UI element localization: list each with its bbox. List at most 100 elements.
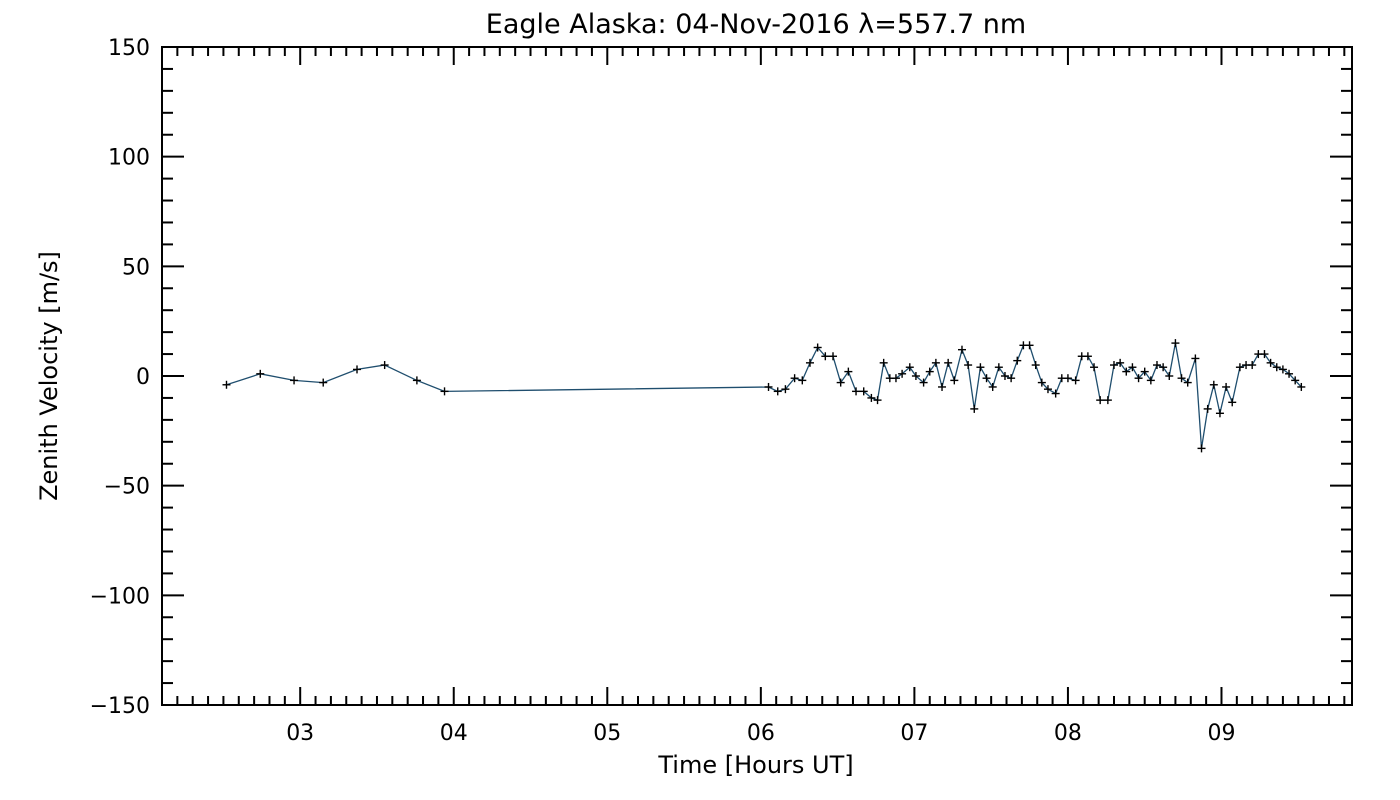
data-point (380, 361, 389, 370)
data-point (790, 374, 799, 383)
data-point (1013, 356, 1022, 365)
data-point (1260, 350, 1269, 359)
data-point (798, 376, 807, 385)
data-point (950, 376, 959, 385)
data-point (773, 387, 782, 396)
data-point (1177, 374, 1186, 383)
data-point (1134, 374, 1143, 383)
data-point (1272, 363, 1281, 372)
y-tick-label: 100 (108, 146, 150, 171)
x-tick-label: 04 (440, 721, 468, 746)
data-point (1209, 380, 1218, 389)
data-point (1197, 444, 1206, 453)
x-tick-label: 08 (1054, 721, 1082, 746)
data-point (1000, 372, 1009, 380)
data-point (988, 382, 997, 391)
data-point (256, 369, 265, 378)
data-point (829, 352, 838, 361)
data-point (1235, 363, 1244, 372)
data-point (976, 363, 985, 372)
y-tick-label: 150 (108, 36, 150, 61)
x-tick-label: 07 (900, 721, 928, 746)
data-point (931, 358, 940, 367)
x-tick-labels: 03 04 05 06 07 08 09 (286, 721, 1235, 746)
y-tick-labels: 150 100 50 0 −50 −100 −150 (90, 36, 150, 719)
data-point (1043, 385, 1052, 394)
x-axis-label: Time [Hours UT] (657, 751, 853, 779)
data-point (1096, 396, 1105, 405)
data-point (1110, 361, 1118, 370)
data-point (919, 378, 928, 387)
data-point (1103, 396, 1112, 405)
data-point (781, 385, 790, 394)
data-point (905, 363, 914, 372)
data-point (1266, 358, 1275, 367)
data-point (1122, 367, 1131, 376)
data-point (290, 376, 299, 385)
axis-ticks (162, 46, 1352, 706)
data-point (353, 365, 362, 374)
series-layer (222, 339, 1306, 453)
data-point (859, 387, 868, 396)
data-point (813, 343, 822, 352)
data-point (319, 378, 328, 387)
data-point (1031, 361, 1040, 370)
data-point (944, 358, 953, 367)
data-point (1146, 376, 1155, 385)
data-point (867, 393, 876, 402)
data-point (844, 367, 853, 376)
data-point (891, 374, 900, 383)
data-point (970, 404, 979, 413)
data-point (1128, 363, 1137, 372)
data-point (982, 374, 991, 383)
data-point (1152, 361, 1161, 370)
data-point (957, 345, 966, 354)
data-point (1063, 374, 1072, 383)
data-point (836, 378, 845, 387)
series-line (226, 342, 1302, 449)
data-point (1140, 367, 1149, 376)
data-point (1165, 372, 1174, 380)
data-point (898, 369, 907, 378)
data-point (852, 387, 861, 396)
data-point (1116, 358, 1125, 367)
data-point (1007, 374, 1016, 383)
data-point (1248, 361, 1257, 370)
y-axis-label: Zenith Velocity [m/s] (35, 251, 63, 501)
x-tick-label: 06 (747, 721, 775, 746)
data-point (222, 380, 231, 389)
x-tick-label: 09 (1207, 721, 1235, 746)
data-point (1191, 354, 1200, 363)
x-tick-label: 03 (286, 721, 314, 746)
data-point (1222, 382, 1231, 391)
data-point (1285, 369, 1294, 378)
data-point (994, 363, 1003, 372)
data-point (1291, 376, 1300, 385)
y-tick-label: −100 (90, 584, 150, 609)
data-point (925, 367, 934, 376)
data-point (1051, 389, 1060, 398)
data-point (879, 358, 888, 367)
data-point (440, 387, 449, 396)
x-tick-label: 05 (593, 721, 621, 746)
data-point (1297, 382, 1306, 391)
data-point (1159, 363, 1168, 372)
data-point (805, 358, 814, 367)
data-point (1071, 376, 1080, 385)
y-tick-label: 0 (136, 365, 150, 390)
data-point (1025, 341, 1034, 350)
data-point (1278, 365, 1287, 374)
data-point (911, 372, 920, 380)
y-tick-label: −50 (104, 475, 150, 500)
y-tick-label: 50 (122, 255, 150, 280)
data-point (1215, 409, 1224, 418)
data-point (1183, 378, 1192, 387)
data-point (764, 382, 773, 391)
data-point (1090, 363, 1099, 372)
data-point (1228, 398, 1237, 407)
data-point (821, 352, 830, 361)
data-point (1083, 352, 1092, 361)
data-point (1037, 378, 1046, 387)
data-point (873, 396, 882, 405)
